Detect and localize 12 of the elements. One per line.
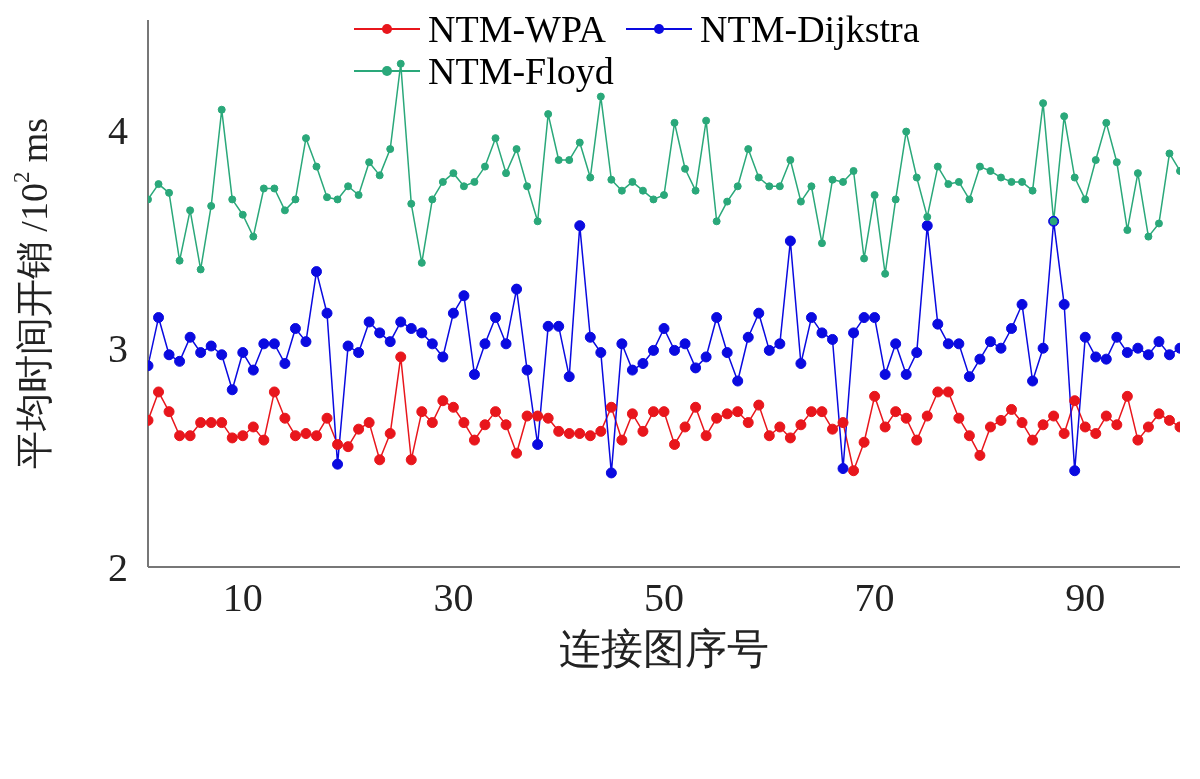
- y-tick-label: 3: [108, 326, 128, 372]
- x-axis-title: 连接图序号: [559, 626, 769, 672]
- x-tick-label: 90: [1065, 575, 1106, 621]
- legend-label: NTM-WPA: [428, 8, 607, 50]
- y-tick-label: 2: [108, 545, 128, 591]
- x-tick-label: 50: [644, 575, 684, 621]
- legend-label: NTM-Dijkstra: [700, 8, 920, 50]
- x-tick-label: 10: [222, 575, 263, 621]
- x-tick-label: 70: [854, 575, 895, 621]
- legend-label: NTM-Floyd: [428, 50, 614, 92]
- x-tick-label: 30: [433, 575, 474, 621]
- y-tick-label: 4: [108, 107, 128, 153]
